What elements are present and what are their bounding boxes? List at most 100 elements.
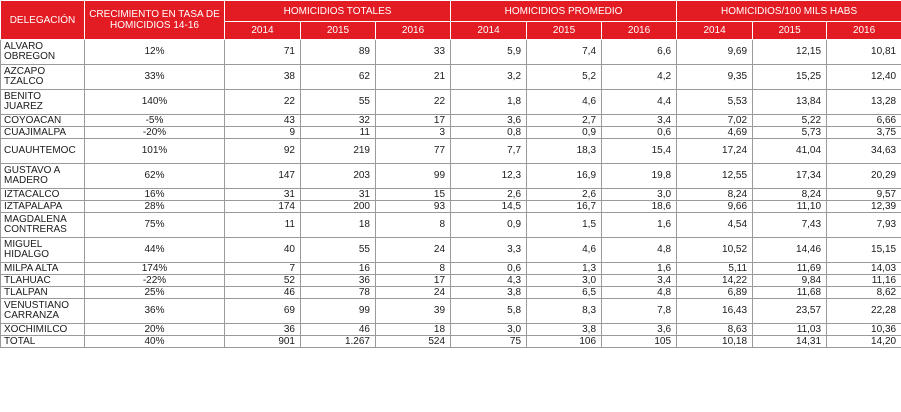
total-homicides-cell: 46 xyxy=(300,323,376,336)
total-homicides-cell: 22 xyxy=(224,89,301,115)
growth-cell: 36% xyxy=(84,298,225,324)
growth-cell: -5% xyxy=(84,114,225,127)
avg-homicides-cell: 3,6 xyxy=(601,323,678,336)
header-year: 2016 xyxy=(826,21,901,40)
total-homicides-cell: 174 xyxy=(224,200,301,213)
delegacion-cell: CUAJIMALPA xyxy=(0,126,85,139)
growth-cell: 16% xyxy=(84,188,225,201)
total-homicides-cell: 200 xyxy=(300,200,376,213)
growth-cell: 28% xyxy=(84,200,225,213)
rate-cell: 6,89 xyxy=(676,286,754,299)
avg-homicides-cell: 4,6 xyxy=(526,237,603,263)
avg-homicides-cell: 14,5 xyxy=(450,200,528,213)
avg-homicides-cell: 4,8 xyxy=(601,237,678,263)
header-crecimiento: CRECIMIENTO EN TASA DE HOMICIDIOS 14-16 xyxy=(84,0,225,40)
rate-cell: 20,29 xyxy=(826,163,901,189)
growth-cell: 40% xyxy=(84,335,225,348)
table-row: ALVARO OBREGON 12% 71 89 33 5,9 7,4 6,6 9,69 12,1… xyxy=(0,39,901,65)
total-homicides-cell: 3 xyxy=(374,126,452,139)
growth-cell: 140% xyxy=(84,89,225,115)
growth-cell: -20% xyxy=(84,126,225,139)
table-row: TLALPAN 25% 46 78 24 3,8 6,5 4,8 6,89 11,68 8,62 xyxy=(0,286,901,299)
total-homicides-cell: 71 xyxy=(224,39,301,65)
total-homicides-cell: 69 xyxy=(224,298,301,324)
rate-cell: 11,03 xyxy=(752,323,828,336)
table-row: IZTAPALAPA 28% 174 200 93 14,5 16,7 18,6 9,66 11,… xyxy=(0,200,901,213)
table-row: IZTACALCO 16% 31 31 15 2,6 2,6 3,0 8,24 8,24 9,57 xyxy=(0,188,901,201)
rate-cell: 17,34 xyxy=(752,163,828,189)
avg-homicides-cell: 7,4 xyxy=(526,39,603,65)
total-homicides-cell: 7 xyxy=(224,262,301,275)
avg-homicides-cell: 4,3 xyxy=(450,274,528,287)
avg-homicides-cell: 3,8 xyxy=(450,286,528,299)
avg-homicides-cell: 15,4 xyxy=(601,138,678,164)
rate-cell: 5,22 xyxy=(752,114,828,127)
table-row: AZCAPO TZALCO 33% 38 62 21 3,2 5,2 4,2 9,35 15,25… xyxy=(0,64,901,90)
total-homicides-cell: 99 xyxy=(300,298,376,324)
rate-cell: 10,18 xyxy=(676,335,754,348)
growth-cell: 33% xyxy=(84,64,225,90)
avg-homicides-cell: 12,3 xyxy=(450,163,528,189)
rate-cell: 16,43 xyxy=(676,298,754,324)
rate-cell: 11,68 xyxy=(752,286,828,299)
avg-homicides-cell: 105 xyxy=(601,335,678,348)
delegacion-cell: BENITO JUAREZ xyxy=(0,89,85,115)
rate-cell: 10,52 xyxy=(676,237,754,263)
growth-cell: 62% xyxy=(84,163,225,189)
rate-cell: 34,63 xyxy=(826,138,901,164)
total-homicides-cell: 24 xyxy=(374,286,452,299)
table-row: MIGUEL HIDALGO 44% 40 55 24 3,3 4,6 4,8 10,52 14,… xyxy=(0,237,901,263)
table-row: CUAJIMALPA -20% 9 11 3 0,8 0,9 0,6 4,69 5,73 3,75 xyxy=(0,126,901,139)
avg-homicides-cell: 8,3 xyxy=(526,298,603,324)
delegacion-cell: TLAHUAC xyxy=(0,274,85,287)
table-row: MAGDALENA CONTRERAS 75% 11 18 8 0,9 1,5 1,6 4,54… xyxy=(0,212,901,238)
total-homicides-cell: 1.267 xyxy=(300,335,376,348)
header-year: 2016 xyxy=(601,21,678,40)
delegacion-cell: XOCHIMILCO xyxy=(0,323,85,336)
avg-homicides-cell: 0,6 xyxy=(450,262,528,275)
rate-cell: 22,28 xyxy=(826,298,901,324)
header-homicidios-100mil: HOMICIDIOS/100 MILS HABS xyxy=(676,0,901,22)
total-homicides-cell: 40 xyxy=(224,237,301,263)
delegacion-cell: CUAUHTEMOC xyxy=(0,138,85,164)
header-delegacion: DELEGACIÓN xyxy=(0,0,85,40)
total-homicides-cell: 43 xyxy=(224,114,301,127)
total-homicides-cell: 55 xyxy=(300,237,376,263)
total-homicides-cell: 11 xyxy=(224,212,301,238)
rate-cell: 8,24 xyxy=(752,188,828,201)
table-row: COYOACAN -5% 43 32 17 3,6 2,7 3,4 7,02 5,22 6,66 xyxy=(0,114,901,127)
table-row: MILPA ALTA 174% 7 16 8 0,6 1,3 1,6 5,11 11,69 14,0… xyxy=(0,262,901,275)
avg-homicides-cell: 3,3 xyxy=(450,237,528,263)
delegacion-cell: MILPA ALTA xyxy=(0,262,85,275)
total-homicides-cell: 22 xyxy=(374,89,452,115)
table-row: BENITO JUAREZ 140% 22 55 22 1,8 4,6 4,4 5,53 13,8… xyxy=(0,89,901,115)
total-homicides-cell: 52 xyxy=(224,274,301,287)
rate-cell: 4,69 xyxy=(676,126,754,139)
table-row: GUSTAVO A MADERO 62% 147 203 99 12,3 16,9 19,8 1… xyxy=(0,163,901,189)
avg-homicides-cell: 0,9 xyxy=(450,212,528,238)
total-homicides-cell: 8 xyxy=(374,262,452,275)
rate-cell: 14,20 xyxy=(826,335,901,348)
growth-cell: 44% xyxy=(84,237,225,263)
delegacion-cell: AZCAPO TZALCO xyxy=(0,64,85,90)
avg-homicides-cell: 2,6 xyxy=(526,188,603,201)
total-homicides-cell: 9 xyxy=(224,126,301,139)
avg-homicides-cell: 18,6 xyxy=(601,200,678,213)
growth-cell: 174% xyxy=(84,262,225,275)
total-homicides-cell: 38 xyxy=(224,64,301,90)
table-row: CUAUHTEMOC 101% 92 219 77 7,7 18,3 15,4 17,24 41,… xyxy=(0,138,901,164)
rate-cell: 14,22 xyxy=(676,274,754,287)
avg-homicides-cell: 6,6 xyxy=(601,39,678,65)
rate-cell: 14,03 xyxy=(826,262,901,275)
avg-homicides-cell: 1,6 xyxy=(601,262,678,275)
header-year: 2015 xyxy=(526,21,603,40)
rate-cell: 14,31 xyxy=(752,335,828,348)
growth-cell: 75% xyxy=(84,212,225,238)
avg-homicides-cell: 16,7 xyxy=(526,200,603,213)
total-homicides-cell: 92 xyxy=(224,138,301,164)
avg-homicides-cell: 1,6 xyxy=(601,212,678,238)
delegacion-cell: TOTAL xyxy=(0,335,85,348)
total-homicides-cell: 18 xyxy=(374,323,452,336)
table-row: TLAHUAC -22% 52 36 17 4,3 3,0 3,4 14,22 9,84 11,16 xyxy=(0,274,901,287)
delegacion-cell: MIGUEL HIDALGO xyxy=(0,237,85,263)
